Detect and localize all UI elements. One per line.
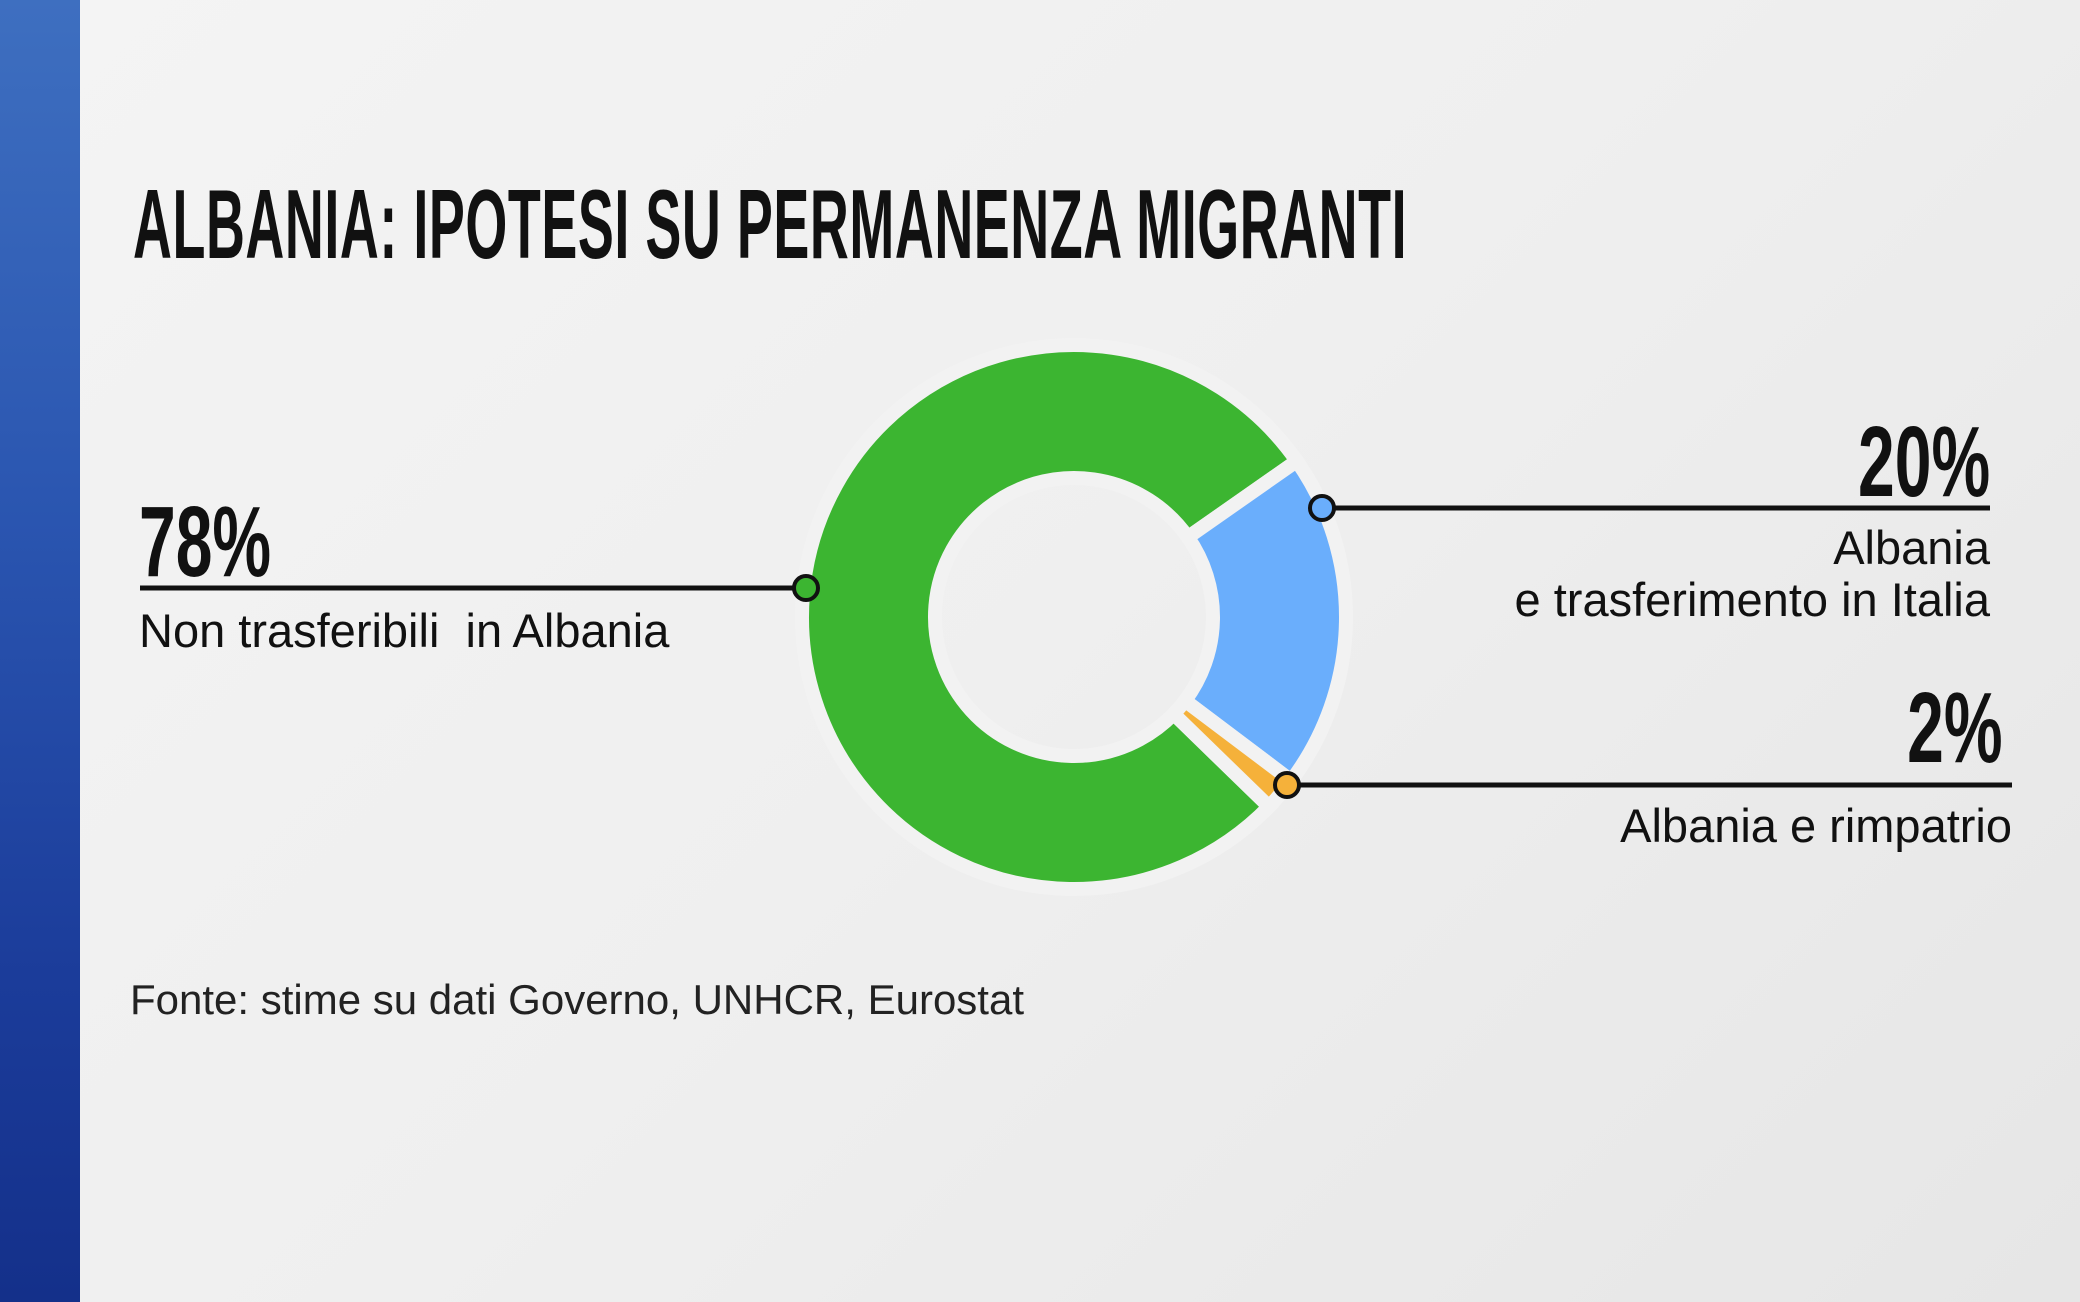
connector-dot: [792, 574, 820, 602]
value-label: 78%: [139, 486, 272, 598]
value-label: 2%: [1907, 672, 2003, 784]
source-note: Fonte: stime su dati Governo, UNHCR, Eur…: [130, 976, 1024, 1023]
category-label: Albania e rimpatrio: [1620, 799, 2012, 852]
donut-segment: [1175, 451, 1353, 791]
chart-title: ALBANIA: IPOTESI SU PERMANENZA MIGRANTI: [133, 169, 1408, 279]
category-label: Albania e trasferimento in Italia: [1514, 521, 1990, 626]
connector-dot: [1273, 771, 1301, 799]
sidebar: [0, 0, 80, 1302]
donut-segment: [795, 338, 1307, 896]
connector-dot: [1308, 494, 1336, 522]
category-label: Non trasferibili in Albania: [139, 604, 670, 657]
value-label: 20%: [1857, 406, 1990, 518]
